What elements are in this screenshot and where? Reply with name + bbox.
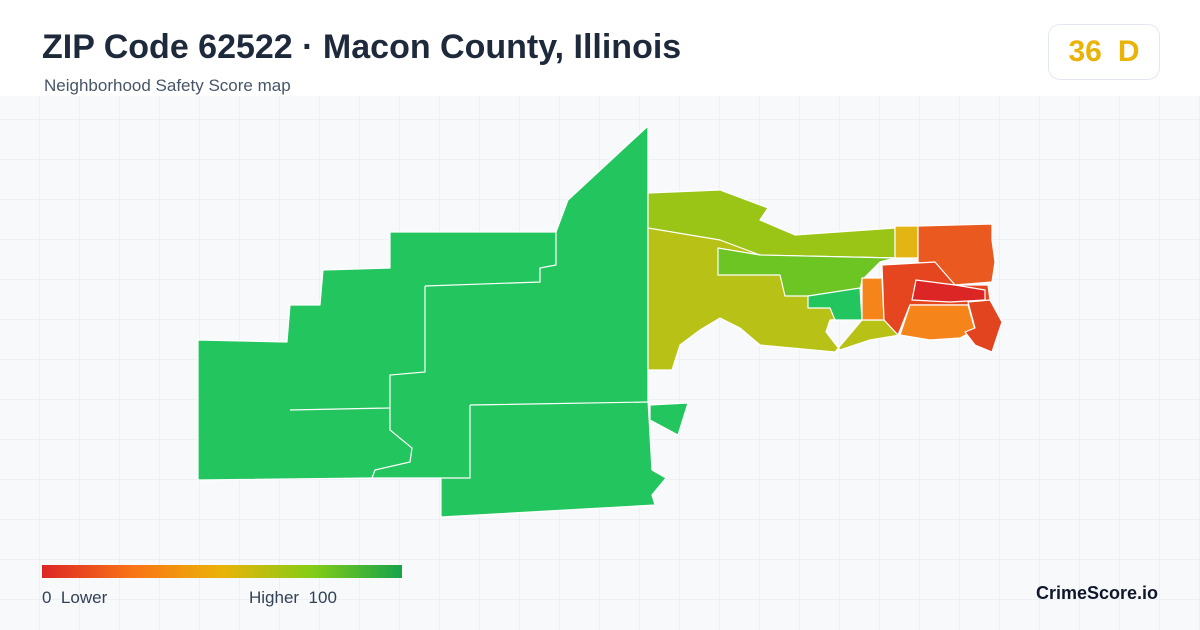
grade: D bbox=[1117, 35, 1140, 68]
title: ZIP Code 62522 · Macon County, Illinois bbox=[42, 28, 682, 66]
legend-min: 0 bbox=[42, 588, 52, 607]
region bbox=[899, 304, 976, 341]
score-badge: 36 D bbox=[1048, 24, 1160, 80]
legend-low-label: Lower bbox=[60, 588, 108, 607]
header-background bbox=[0, 0, 1200, 96]
region bbox=[197, 125, 667, 518]
region bbox=[649, 402, 689, 436]
region bbox=[894, 225, 919, 259]
region bbox=[964, 299, 1003, 353]
legend-gradient bbox=[42, 565, 402, 578]
legend-high-label: Higher bbox=[249, 588, 300, 607]
legend-low: 0 Lower bbox=[42, 588, 107, 608]
region bbox=[861, 277, 885, 321]
legend-max: 100 bbox=[308, 588, 337, 607]
legend-high: Higher 100 bbox=[249, 588, 337, 608]
region bbox=[807, 287, 863, 321]
subtitle: Neighborhood Safety Score map bbox=[44, 76, 291, 95]
score: 36 bbox=[1068, 35, 1102, 68]
brand: CrimeScore.io bbox=[1035, 583, 1158, 603]
